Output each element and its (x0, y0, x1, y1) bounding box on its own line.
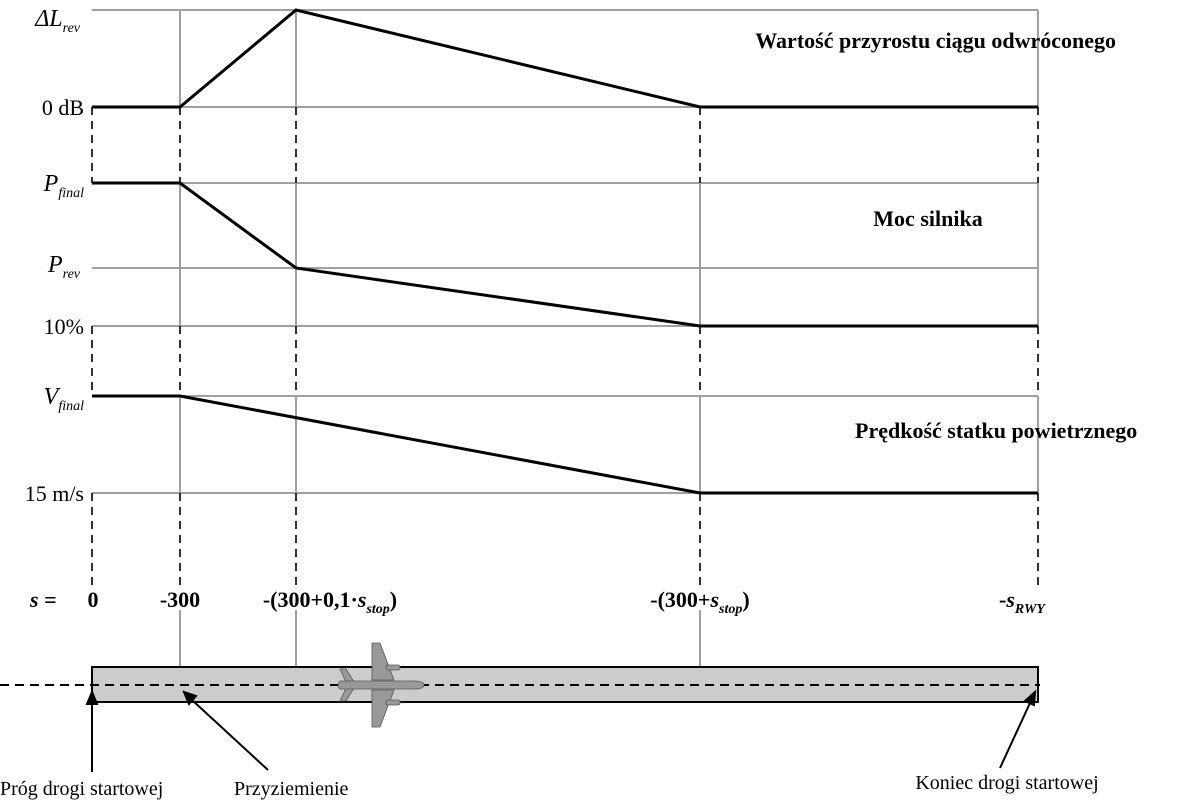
y-label-0-db: 0 dB (42, 95, 84, 120)
s-tick-rwy: -sRWY (999, 587, 1046, 617)
y-label-v-final: Vfinal (44, 384, 84, 414)
panel-title-speed: Prędkość statku powietrznego (855, 418, 1137, 443)
s-tick-touchdown-plus: -(300+0,1·sstop) (263, 587, 397, 617)
engine-power-curve (92, 181, 1038, 328)
label-runway-end: Koniec drogi startowej (915, 772, 1098, 794)
runway (91, 666, 1039, 703)
panel-title-thrust: Wartość przyrostu ciągu odwróconego (755, 28, 1116, 53)
label-runway-threshold: Próg drogi startowej (0, 778, 163, 800)
s-axis-prefix: s = (29, 587, 57, 612)
y-label-15-ms: 15 m/s (25, 481, 84, 506)
y-label-p-rev: Prev (47, 252, 81, 282)
y-label-p-final: Pfinal (43, 171, 84, 201)
s-tick-0: 0 (88, 587, 99, 612)
s-tick-stop: -(300+sstop) (650, 587, 749, 617)
grid (92, 9, 1039, 667)
airplane-icon (337, 642, 425, 728)
aircraft-speed-curve (92, 394, 1038, 495)
annotation-arrows (85, 689, 1037, 772)
s-tick-minus-300: -300 (160, 587, 200, 612)
y-label-delta-l-rev: ΔLrev (34, 6, 81, 36)
thrust-increment-curve (92, 8, 1038, 109)
dashed-guides (91, 107, 1039, 585)
y-label-10-percent: 10% (44, 314, 84, 339)
label-touchdown: Przyziemienie (234, 778, 349, 800)
panel-title-power: Moc silnika (873, 206, 982, 231)
